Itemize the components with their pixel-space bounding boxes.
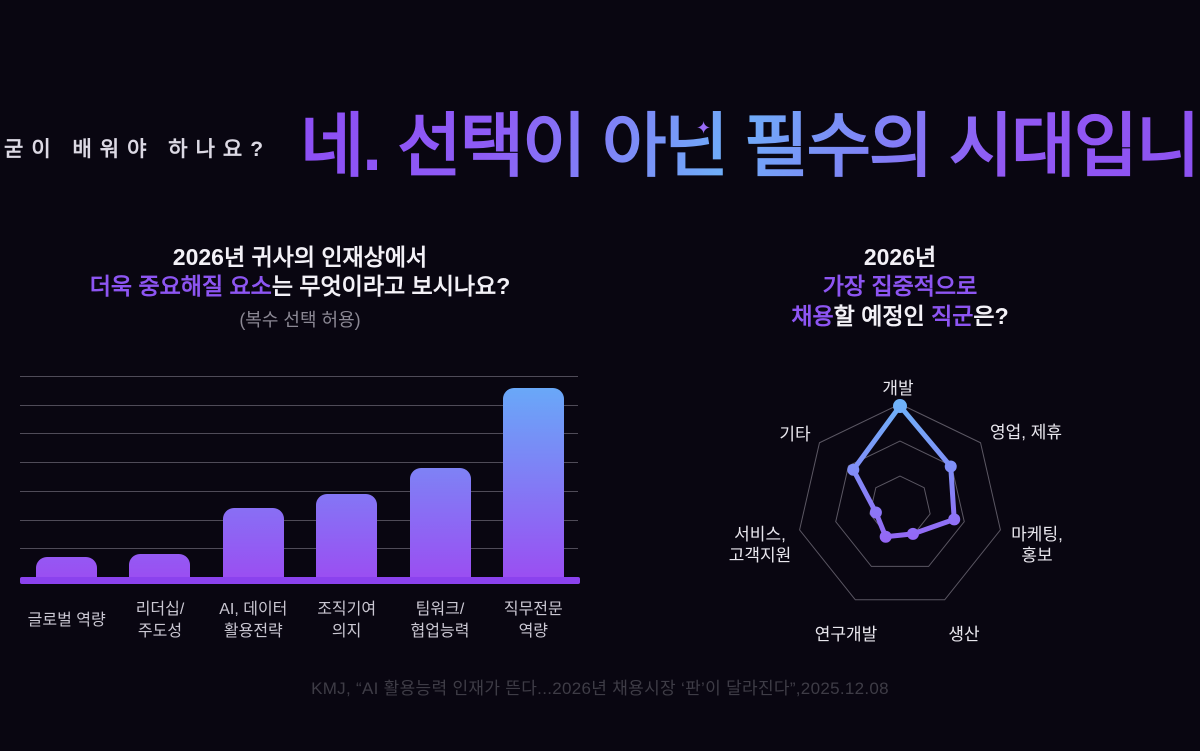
bar-row	[20, 370, 580, 577]
sparkle-icon: ✦	[696, 118, 712, 138]
bar-category-label-4: 팀워크/ 협업능력	[410, 600, 470, 640]
bar-category-label-0: 글로벌 역량	[27, 611, 106, 629]
radar-data-point-0	[893, 399, 907, 414]
radar-chart-title: 2026년 가장 집중적으로 채용할 예정인 직군은?	[620, 243, 1180, 331]
radar-axis-label-6: 기타	[779, 425, 811, 444]
radar-axis-label-0: 개발	[882, 379, 914, 398]
radar-axis-label-3: 생산	[948, 625, 980, 644]
bar-2	[222, 508, 284, 577]
gridline	[20, 490, 578, 492]
title-segment: 은?	[973, 302, 1009, 329]
title-segment: 직군	[931, 302, 974, 329]
radar-axis-label-2: 마케팅, 홍보	[1011, 525, 1063, 565]
gridline	[20, 404, 578, 406]
bar-chart-subtitle: (복수 선택 허용)	[239, 309, 361, 330]
gridline	[20, 548, 578, 550]
radar-data-point-4	[879, 530, 892, 543]
radar-data-polygon	[850, 403, 957, 540]
title-segment: 가장 집중적으로	[822, 273, 978, 300]
bar-chart: 글로벌 역량 리더십/ 주도성 AI, 데이터 활용전략 조직기여 의지 팀워크/ 협업…	[20, 370, 580, 644]
radar-chart-title-line3: 채용할 예정인 직군은?	[620, 302, 1180, 331]
radar-axis-label-1: 영업, 제휴	[990, 423, 1062, 442]
title-segment: 채용	[791, 302, 834, 329]
bar-chart-title-line2: 더욱 중요해질 요소는 무엇이라고 보시나요?	[20, 272, 580, 301]
bar-chart-title-line1: 2026년 귀사의 인재상에서	[172, 244, 428, 270]
kicker-text: 굳이 배워야 하나요?	[4, 138, 272, 161]
radar-chart-title-line2: 가장 집중적으로	[620, 272, 1180, 301]
radar-data-point-2	[948, 513, 961, 526]
radar-data-point-6	[847, 463, 860, 476]
radar-data-point-3	[906, 527, 919, 540]
radar-data-point-5	[869, 506, 882, 519]
bar-category-label-1: 리더십/ 주도성	[135, 600, 185, 640]
gridline	[20, 462, 578, 464]
bar-chart-plot-area	[20, 370, 580, 577]
gridline	[20, 519, 578, 521]
title-segment: 는 무엇이라고 보시나요?	[271, 273, 511, 300]
radar-grid-ring-0	[799, 403, 1001, 601]
gridline	[20, 376, 578, 377]
bar-chart-title: 2026년 귀사의 인재상에서 더욱 중요해질 요소는 무엇이라고 보시나요? …	[20, 243, 580, 332]
radar-axis-label-4: 연구개발	[815, 625, 878, 644]
gridline	[20, 433, 578, 435]
source-citation: KMJ, “AI 활용능력 인재가 뜬다...2026년 채용시장 ‘판’이 달…	[311, 679, 889, 698]
radar-data-point-1	[944, 460, 957, 473]
bar-5	[502, 387, 564, 577]
title-segment: 할 예정인	[833, 302, 932, 329]
bar-category-label-3: 조직기여 의지	[317, 600, 377, 640]
radar-axis-label-5: 서비스, 고객지원	[729, 525, 792, 565]
bar-4	[409, 467, 471, 577]
main-title: 네. 선택이 아닌 필수의 시대입니다!	[300, 107, 1200, 185]
radar-chart-title-line1: 2026년	[863, 244, 937, 270]
bar-1	[129, 554, 191, 577]
bar-category-label-5: 직무전문 역량	[503, 600, 563, 640]
bar-category-label-2: AI, 데이터 활용전략	[219, 600, 288, 640]
bar-3	[316, 493, 378, 577]
bar-chart-baseline	[20, 577, 580, 584]
title-segment: 더욱 중요해질 요소	[89, 273, 272, 300]
bar-chart-category-labels: 글로벌 역량 리더십/ 주도성 AI, 데이터 활용전략 조직기여 의지 팀워크/ 협업…	[20, 598, 580, 644]
bar-0	[36, 556, 97, 577]
